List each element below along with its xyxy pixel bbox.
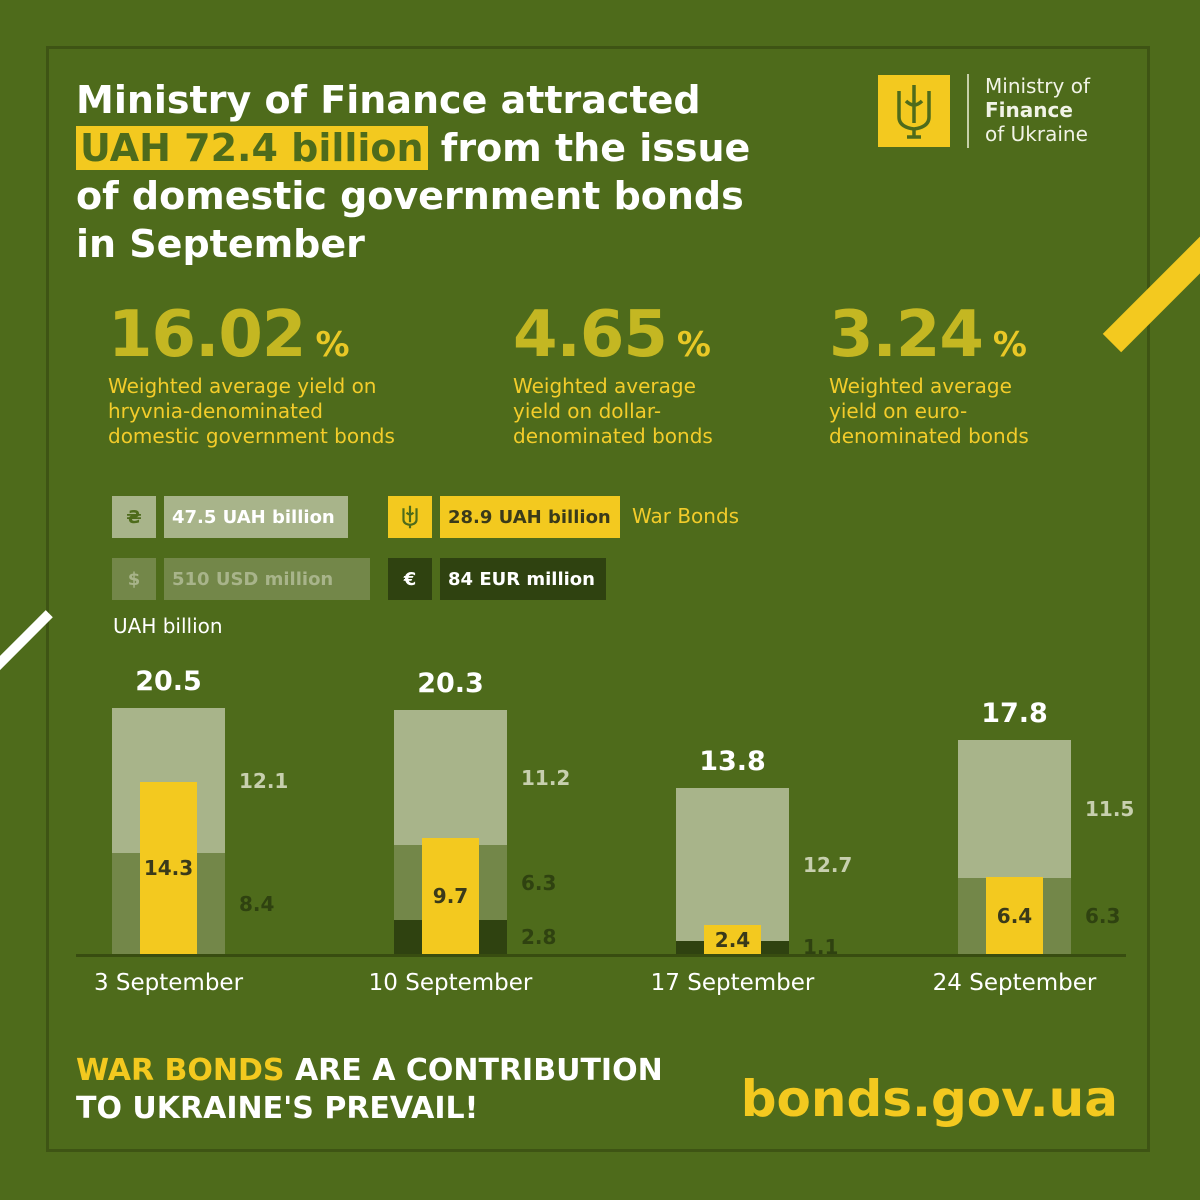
bar-total-label: 20.5 [135, 666, 202, 697]
stat-usd-yield: 4.65% Weighted average yield on dollar- … [513, 300, 713, 449]
hryvnia-icon: ₴ [112, 496, 156, 538]
stat-value: 16.02 [108, 298, 306, 372]
war-bonds-value-label: 9.7 [432, 883, 469, 908]
content-frame [46, 46, 1150, 1152]
website-link[interactable]: bonds.gov.ua [740, 1070, 1118, 1128]
footer-line-1-rest: ARE A CONTRIBUTION [284, 1053, 663, 1088]
stat-description: Weighted average yield on hryvnia-denomi… [108, 374, 395, 449]
trident-icon [878, 75, 950, 147]
stat-unit: % [676, 325, 711, 365]
footer-line-2: TO UKRAINE'S PREVAIL! [76, 1091, 479, 1126]
headline: Ministry of Finance attracted UAH 72.4 b… [76, 76, 836, 268]
stat-desc-line: denominated bonds [513, 424, 713, 448]
stat-value: 4.65 [513, 298, 668, 372]
segment-value-label: 2.8 [521, 925, 557, 950]
bar-segment-war-bonds [986, 877, 1043, 954]
bar-segment-war-bonds [140, 782, 197, 954]
bar-segment-uah [394, 710, 507, 845]
bar-total-label: 17.8 [981, 698, 1048, 730]
legend-uah: 47.5 UAH billion [164, 496, 348, 538]
x-axis-line [76, 954, 1126, 957]
segment-value-label: 12.7 [803, 852, 853, 877]
x-tick-label: 3 September [93, 970, 244, 996]
x-tick-label: 24 September [932, 970, 1097, 996]
bar-segment-war-bonds [704, 925, 761, 954]
stat-eur-yield: 3.24% Weighted average yield on euro- de… [829, 300, 1029, 449]
stat-desc-line: Weighted average yield on [108, 374, 377, 398]
x-tick-label: 10 September [368, 970, 533, 996]
footer-slogan: WAR BONDS ARE A CONTRIBUTION TO UKRAINE'… [76, 1052, 663, 1128]
stat-unit: % [315, 325, 350, 365]
segment-value-label: 8.4 [239, 891, 275, 916]
legend-eur: 84 EUR million [440, 558, 606, 600]
logo-line-3: of Ukraine [985, 122, 1088, 146]
stat-desc-line: domestic government bonds [108, 424, 395, 448]
war-bonds-value-label: 6.4 [996, 903, 1033, 928]
logo-divider [967, 74, 969, 148]
segment-value-label: 6.3 [1085, 904, 1121, 929]
segment-value-label: 6.3 [521, 870, 557, 895]
stat-desc-line: yield on dollar- [513, 399, 662, 423]
stat-value: 3.24 [829, 298, 984, 372]
stat-desc-line: yield on euro- [829, 399, 968, 423]
headline-line-2-rest: from the issue [427, 126, 751, 170]
bar-total-label: 13.8 [699, 746, 766, 778]
legend-usd: 510 USD million [164, 558, 370, 600]
legend-war-bonds-note: War Bonds [632, 504, 740, 528]
stat-description: Weighted average yield on euro- denomina… [829, 374, 1029, 449]
stat-uah-yield: 16.02% Weighted average yield on hryvnia… [108, 300, 395, 449]
legend-war-bonds: 28.9 UAH billion [440, 496, 620, 538]
stat-desc-line: Weighted average [829, 374, 1012, 398]
bar-total-label: 20.3 [417, 668, 484, 700]
segment-value-label: 11.5 [1085, 797, 1135, 822]
bar-segment-war-bonds [422, 837, 479, 954]
logo-line-1: Ministry of [985, 74, 1090, 98]
ministry-logo-text: Ministry of Finance of Ukraine [985, 74, 1090, 146]
stat-unit: % [992, 325, 1027, 365]
bar-segment-uah [676, 788, 789, 941]
headline-line-3: of domestic government bonds [76, 174, 744, 218]
bar-segment-uah [958, 740, 1071, 879]
segment-value-label: 11.2 [521, 765, 571, 790]
logo-line-2: Finance [985, 98, 1073, 122]
war-bonds-value-label: 2.4 [714, 927, 751, 952]
stat-description: Weighted average yield on dollar- denomi… [513, 374, 713, 449]
war-bonds-value-label: 14.3 [143, 856, 194, 881]
euro-icon: € [388, 558, 432, 600]
segment-value-label: 12.1 [239, 768, 289, 793]
headline-line-4: in September [76, 222, 365, 266]
dollar-icon: $ [112, 558, 156, 600]
stat-desc-line: Weighted average [513, 374, 696, 398]
x-tick-label: 17 September [650, 970, 815, 996]
headline-line-1: Ministry of Finance attracted [76, 78, 701, 122]
footer-highlight: WAR BONDS [76, 1053, 285, 1088]
y-unit-label: UAH billion [113, 614, 223, 638]
stat-desc-line: hryvnia-denominated [108, 399, 323, 423]
headline-line-2: UAH 72.4 billion from the issue [76, 124, 836, 172]
trident-icon [388, 496, 432, 538]
decorative-stripe [0, 610, 53, 674]
headline-amount: UAH 72.4 billion [76, 126, 428, 170]
stat-desc-line: denominated bonds [829, 424, 1029, 448]
